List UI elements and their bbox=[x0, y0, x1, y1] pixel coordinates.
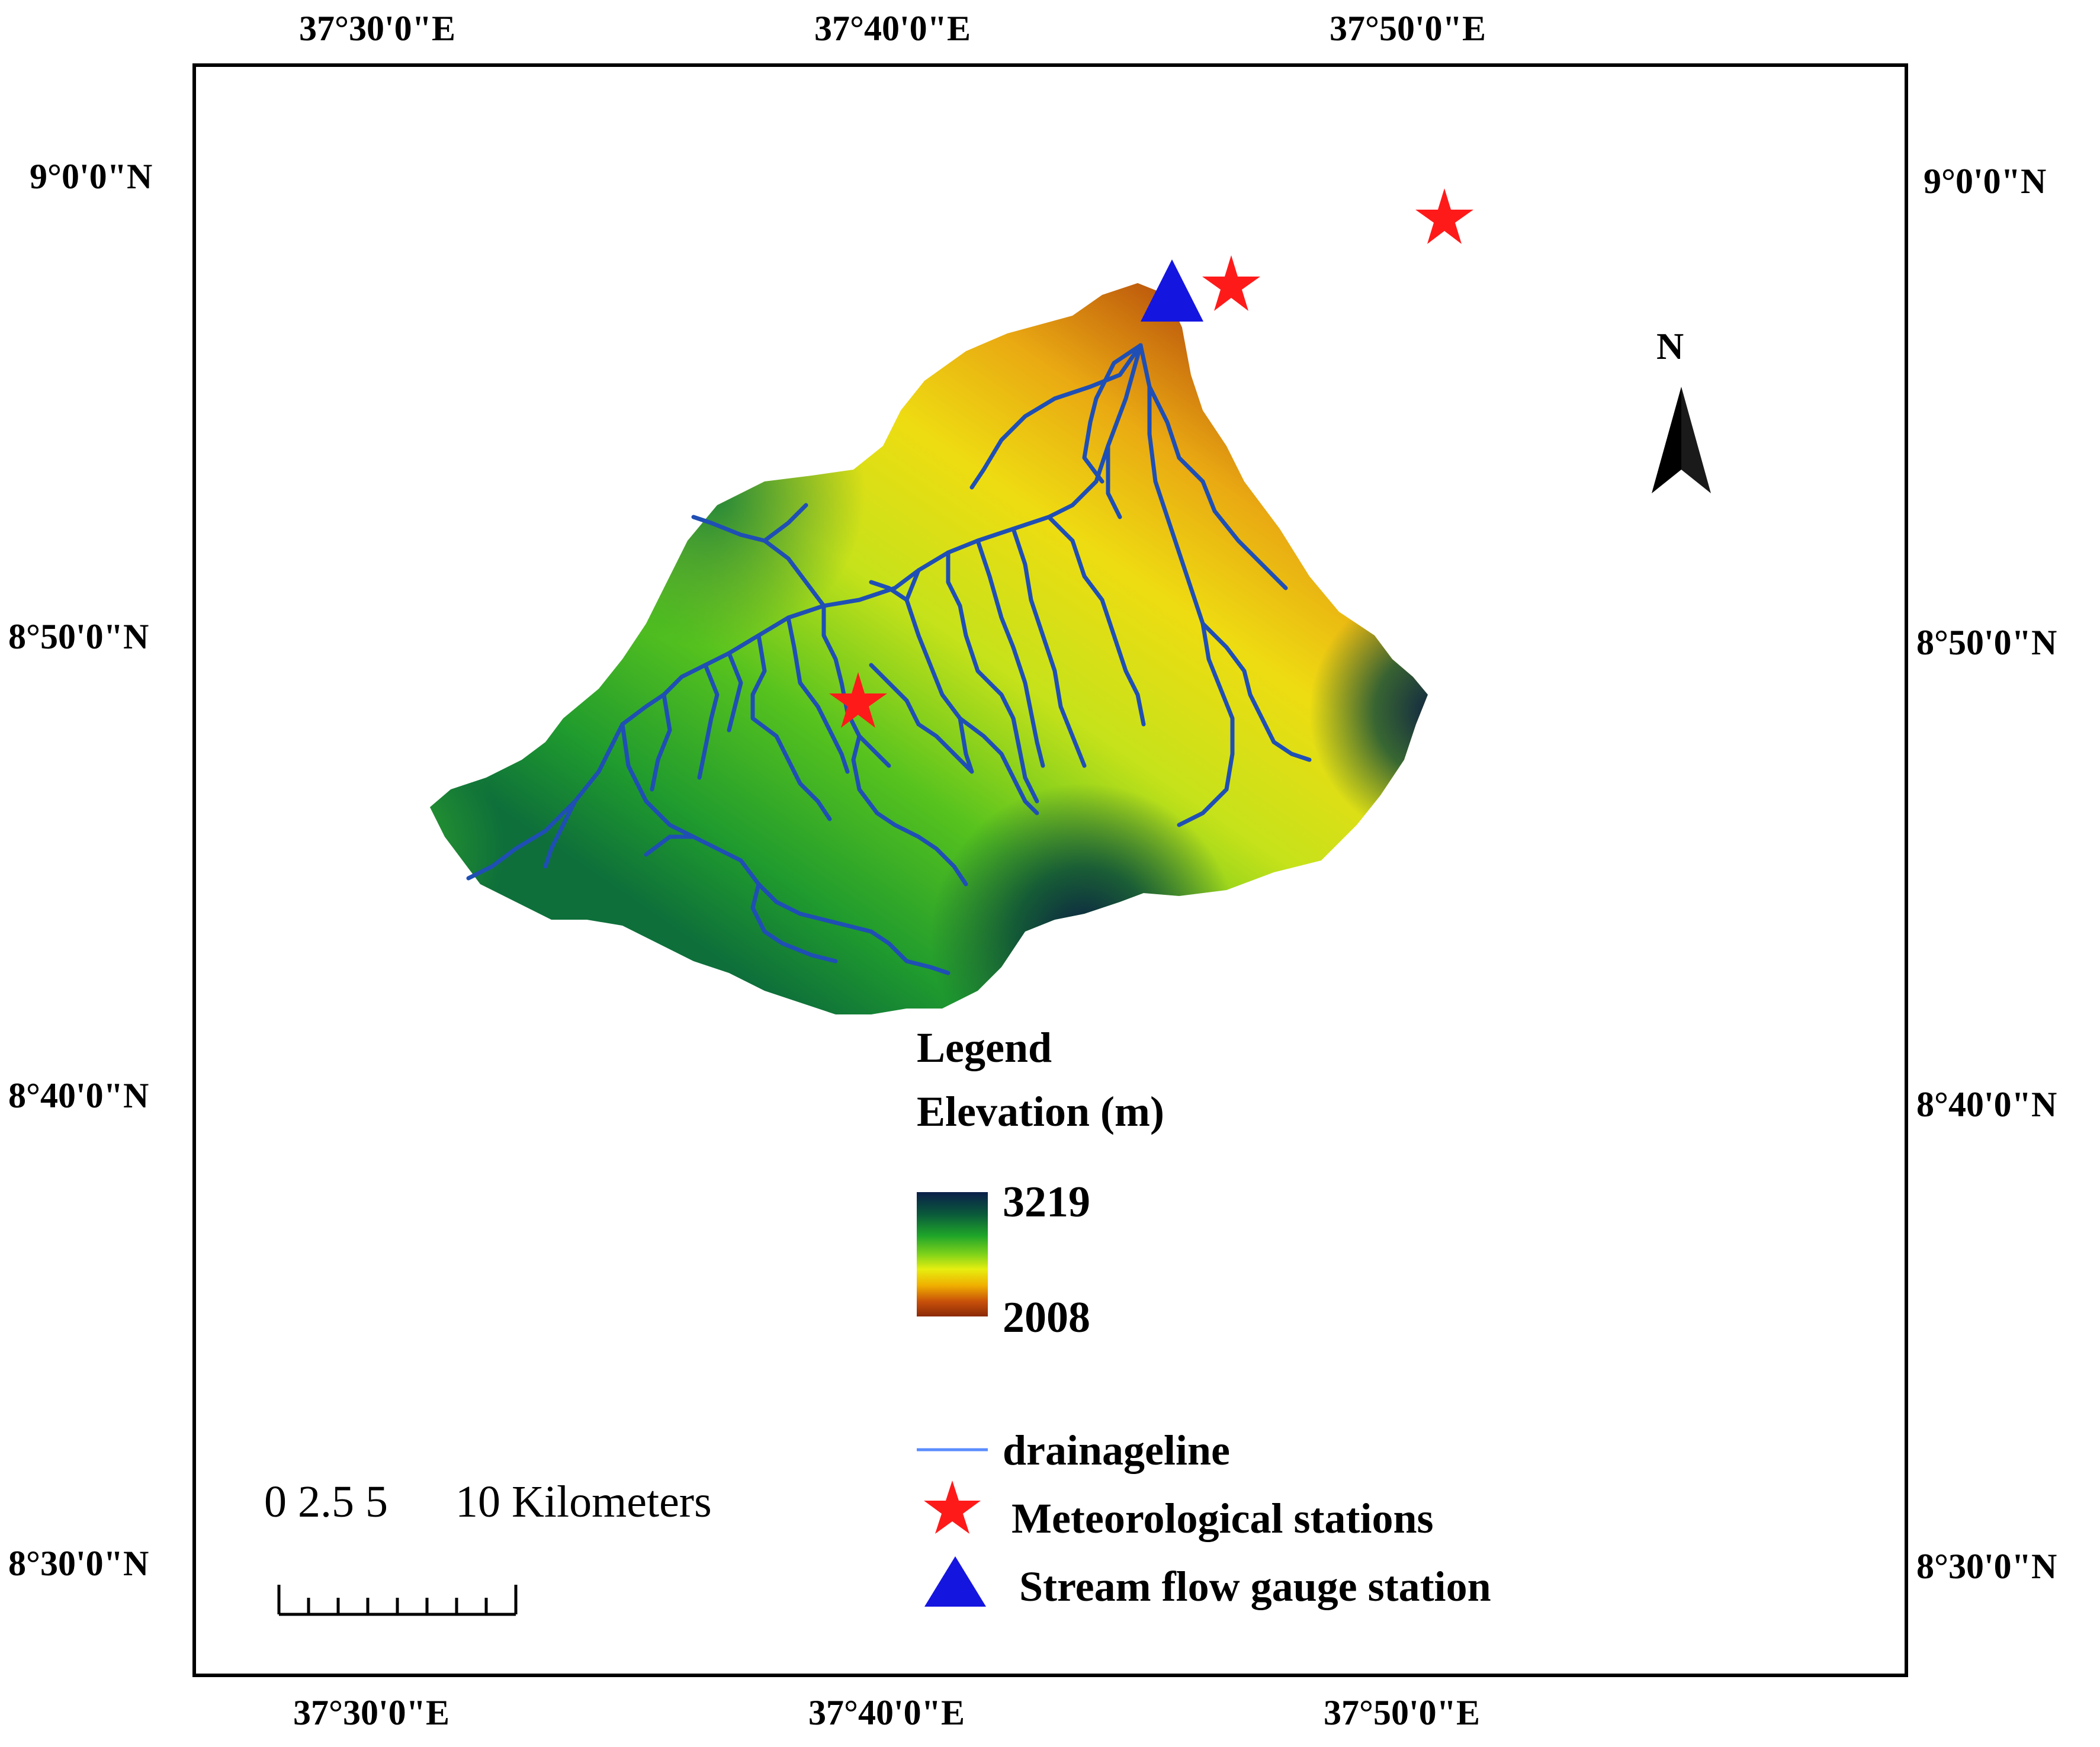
meteorological-station-star-icon[interactable] bbox=[829, 672, 887, 728]
bottom-lon-label-2: 37°40'0"E bbox=[808, 1693, 965, 1732]
map-frame: N Legend Elevation (m) 3219 2008 drainag… bbox=[192, 63, 1908, 1677]
scale-bar-label: 0 2.5 5 10 Kilometers bbox=[264, 1477, 712, 1527]
drainage-line bbox=[1082, 343, 1143, 484]
legend-elevation-max: 3219 bbox=[1003, 1178, 1090, 1226]
top-lon-label-3: 37°50'0"E bbox=[1330, 9, 1486, 48]
north-arrow-label: N bbox=[1656, 325, 1684, 367]
meteorological-station-star-icon[interactable] bbox=[1415, 188, 1473, 244]
drainage-line bbox=[697, 663, 720, 780]
left-lat-label-4: 8°30'0"N bbox=[8, 1544, 149, 1583]
left-lat-label-1: 9°0'0"N bbox=[30, 157, 153, 196]
drainage-line bbox=[644, 834, 696, 857]
left-lat-label-3: 8°40'0"N bbox=[8, 1076, 149, 1115]
legend-item-drainageline: drainageline bbox=[1003, 1427, 1231, 1474]
right-lat-label-4: 8°30'0"N bbox=[1916, 1547, 2057, 1586]
drainage-line bbox=[543, 799, 577, 869]
drainage-line bbox=[969, 343, 1143, 490]
right-lat-label-1: 9°0'0"N bbox=[1924, 162, 2047, 201]
drainage-line bbox=[1011, 716, 1039, 804]
drainage-line bbox=[1147, 384, 1288, 590]
drainage-line bbox=[1046, 515, 1146, 727]
top-lon-label-2: 37°40'0"E bbox=[814, 9, 971, 48]
legend-item-stream-flow-gauge: Stream flow gauge station bbox=[1019, 1563, 1491, 1610]
scale-bar bbox=[277, 1585, 518, 1616]
drainage-line bbox=[975, 538, 1045, 768]
drainage-line bbox=[869, 580, 909, 602]
drainage-line bbox=[1011, 526, 1087, 768]
left-lat-label-2: 8°50'0"N bbox=[8, 617, 149, 656]
legend-triangle-icon bbox=[924, 1556, 986, 1607]
drainage-line bbox=[727, 651, 743, 733]
stream-flow-gauge-triangle-icon[interactable] bbox=[1141, 259, 1203, 322]
drainage-line bbox=[620, 722, 951, 975]
legend-elevation-title: Elevation (m) bbox=[917, 1088, 1164, 1135]
drainage-line bbox=[750, 882, 838, 964]
elevation-color-ramp bbox=[917, 1192, 988, 1316]
meteorological-station-star-icon[interactable] bbox=[1202, 255, 1260, 311]
bottom-lon-label-3: 37°50'0"E bbox=[1324, 1693, 1480, 1732]
drainage-line bbox=[750, 633, 832, 821]
legend-item-meteorological-stations: Meteorological stations bbox=[1012, 1495, 1434, 1542]
drainage-line bbox=[851, 734, 897, 827]
legend-elevation-min: 2008 bbox=[1003, 1293, 1090, 1342]
drainage-line bbox=[946, 550, 1022, 750]
bottom-lon-label-1: 37°30'0"E bbox=[293, 1693, 449, 1732]
north-arrow-icon bbox=[1652, 387, 1711, 493]
drainage-line bbox=[786, 615, 850, 774]
drainage-line bbox=[1200, 621, 1312, 762]
top-lon-label-1: 37°30'0"E bbox=[299, 9, 455, 48]
drainage-line bbox=[762, 503, 808, 543]
drainage-line bbox=[650, 692, 672, 792]
meteorological-stations bbox=[829, 188, 1473, 728]
drainage-line bbox=[958, 716, 1039, 815]
right-lat-label-3: 8°40'0"N bbox=[1916, 1085, 2057, 1124]
drainage-network bbox=[466, 343, 1312, 975]
drainage-line bbox=[892, 823, 968, 887]
drainage-line bbox=[466, 343, 1143, 881]
legend-star-icon bbox=[924, 1481, 981, 1534]
right-lat-label-2: 8°50'0"N bbox=[1916, 623, 2057, 662]
drainage-line bbox=[869, 568, 974, 774]
legend-title: Legend bbox=[917, 1024, 1052, 1071]
drainage-line bbox=[1106, 444, 1122, 519]
map-canvas bbox=[277, 188, 1711, 1616]
